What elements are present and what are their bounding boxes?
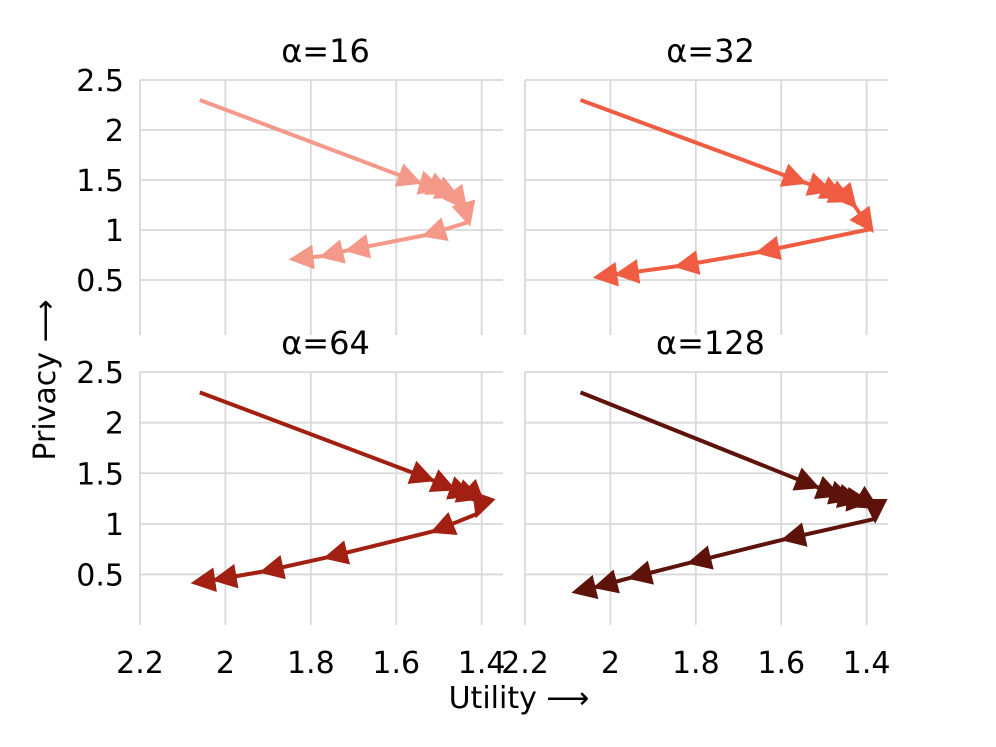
trajectory-arrow [211, 563, 265, 589]
y-tick-label: 1 [105, 508, 124, 543]
x-tick-label: 1.4 [843, 646, 891, 681]
gridlines [139, 371, 503, 625]
x-tick-label: 2 [601, 646, 620, 681]
trajectory-arrow [579, 390, 821, 491]
y-axis-label: Privacy ⟶ [28, 299, 63, 460]
trajectory-arrow [416, 170, 444, 195]
panel-title: α=32 [666, 32, 755, 70]
trajectory-arrow [199, 98, 423, 187]
panel-4: 2.2 2 1.8 1.6 1.4 α=128 [501, 324, 890, 681]
trajectory-arrow [801, 172, 833, 196]
y-tick-label: 2.5 [76, 64, 124, 99]
panel-1: 0.5 1 1.5 2 2.5 α=16 [76, 32, 503, 335]
x-tick-label: 2 [216, 646, 235, 681]
y-tick-label: 0.5 [76, 558, 124, 593]
trajectory-arrow [626, 560, 693, 585]
gridlines [524, 79, 888, 330]
trajectory-arrow [592, 261, 620, 287]
trajectory-arrow [845, 486, 872, 512]
trajectory-arrow [472, 490, 496, 519]
trajectory-arrow [817, 176, 846, 199]
trajectory-arrow [686, 537, 786, 570]
trajectory-arrow [428, 469, 457, 493]
y-tick-label: 2 [105, 114, 124, 149]
trajectory-arrow [849, 203, 874, 234]
trajectory-arrow [445, 476, 474, 500]
trajectory-arrow [813, 475, 842, 500]
trajectory-arrow [673, 250, 761, 275]
trajectory-arrow [780, 516, 876, 547]
series-4 [571, 390, 888, 600]
x-tick-label: 1.8 [287, 646, 335, 681]
panel-3: 0.5 1 1.5 2 2.5 2.2 2 1.8 1.6 1.4 α=64 [76, 324, 505, 681]
trajectory-arrow [344, 233, 427, 259]
trajectory-arrow [432, 176, 461, 199]
gridlines [524, 371, 888, 625]
x-axis-label: Utility ⟶ [449, 681, 590, 716]
trajectory-arrow [571, 574, 599, 600]
y-tick-label: 1 [105, 214, 124, 249]
trajectory-arrow [430, 511, 479, 536]
series-2 [579, 98, 874, 287]
panel-title: α=64 [281, 324, 370, 362]
trajectory-arrow [199, 390, 436, 484]
trajectory-arrow [614, 259, 680, 284]
trajectory-arrow [318, 239, 350, 264]
x-tick-label: 1.8 [672, 646, 720, 681]
trajectory-arrow [851, 485, 880, 510]
x-tick-label: 2.2 [116, 646, 164, 681]
y-tick-label: 0.5 [76, 264, 124, 299]
y-tick-label: 1.5 [76, 164, 124, 199]
trajectory-arrow [835, 483, 863, 509]
x-tick-label: 1.6 [372, 646, 420, 681]
panel-title: α=128 [656, 324, 765, 362]
y-tick-label: 2.5 [76, 356, 124, 391]
trajectory-arrow [826, 480, 855, 505]
y-tick-label: 1.5 [76, 457, 124, 492]
x-tick-label: 1.4 [458, 646, 506, 681]
x-tick-label: 2.2 [501, 646, 549, 681]
trajectory-arrow [454, 479, 483, 503]
trajectory-arrow [323, 528, 436, 565]
panel-2: α=32 [524, 32, 888, 335]
trajectory-arrow [579, 98, 808, 187]
y-tick-label: 2 [105, 407, 124, 442]
trajectory-arrow [259, 554, 329, 580]
trajectory-arrow [592, 569, 633, 594]
trajectory-arrow [831, 181, 858, 209]
series-1 [199, 98, 476, 270]
trajectory-arrow [451, 199, 476, 227]
series-3 [190, 390, 496, 593]
panel-title: α=16 [281, 32, 370, 70]
trajectory-arrow [421, 217, 470, 242]
trajectory-arrow [288, 244, 324, 270]
trajectory-arrow [190, 567, 218, 593]
trajectory-arrow [755, 227, 872, 261]
x-tick-label: 1.6 [757, 646, 805, 681]
trajectory-arrow [424, 172, 452, 195]
trajectory-arrow [826, 180, 855, 203]
gridlines [139, 79, 503, 330]
trajectory-arrow [442, 183, 468, 211]
